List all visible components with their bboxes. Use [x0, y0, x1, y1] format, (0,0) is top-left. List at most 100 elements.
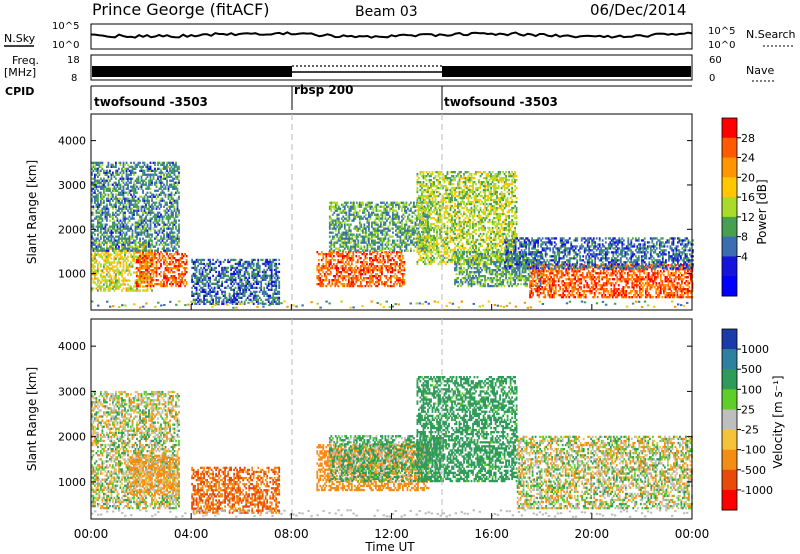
range-cell [142, 190, 144, 192]
range-cell [251, 285, 253, 287]
range-cell [144, 232, 146, 234]
range-cell [141, 218, 143, 220]
range-cell [121, 271, 123, 273]
range-cell [150, 166, 152, 168]
range-cell [374, 244, 376, 246]
range-cell [136, 279, 138, 281]
range-cell [100, 244, 102, 246]
range-cell [355, 265, 357, 267]
range-cell [348, 240, 350, 242]
range-cell [93, 232, 95, 234]
range-cell [141, 168, 143, 170]
range-cell [348, 236, 350, 238]
range-cell [172, 283, 174, 285]
range-cell [153, 269, 155, 271]
range-cell [96, 174, 98, 176]
range-cell [439, 173, 441, 175]
range-cell [245, 291, 247, 293]
range-cell [99, 180, 101, 182]
range-cell [253, 303, 255, 305]
range-cell [368, 242, 370, 244]
range-cell [325, 259, 327, 261]
range-cell [230, 287, 232, 289]
range-cell [97, 281, 99, 283]
range-cell [394, 246, 396, 248]
range-cell [321, 281, 323, 283]
range-cell [178, 220, 180, 222]
range-cell [406, 246, 408, 248]
range-cell [139, 255, 141, 257]
range-cell [365, 208, 367, 210]
range-cell [354, 283, 356, 285]
range-cell [106, 180, 108, 182]
range-cell [203, 259, 205, 261]
range-cell [117, 226, 119, 228]
range-cell [171, 196, 173, 198]
range-cell [160, 194, 162, 196]
range-cell [333, 212, 335, 214]
range-cell [196, 287, 198, 289]
range-cell [147, 287, 149, 289]
range-cell [439, 193, 441, 195]
range-cell [398, 220, 400, 222]
range-cell [371, 265, 373, 267]
range-cell [157, 196, 159, 198]
range-cell [271, 287, 273, 289]
range-cell [121, 234, 123, 236]
range-cell [94, 275, 96, 277]
range-cell [132, 263, 134, 265]
range-cell [433, 259, 435, 261]
range-cell [165, 186, 167, 188]
range-cell [438, 175, 440, 177]
range-cell [406, 222, 408, 224]
range-cell [129, 252, 131, 254]
range-cell [196, 289, 198, 291]
range-cell [377, 265, 379, 267]
range-cell [124, 271, 126, 273]
range-cell [109, 202, 111, 204]
range-cell [142, 273, 144, 275]
range-cell [97, 289, 99, 291]
range-cell [266, 287, 268, 289]
range-cell [123, 232, 125, 234]
range-cell [96, 248, 98, 250]
range-cell [356, 238, 358, 240]
range-cell [142, 238, 144, 240]
range-cell [135, 244, 137, 246]
range-cell [168, 222, 170, 224]
range-cell [191, 291, 193, 293]
range-cell [433, 257, 435, 259]
range-cell [160, 176, 162, 178]
range-cell [396, 263, 398, 265]
range-cell [117, 224, 119, 226]
range-cell [150, 176, 152, 178]
range-cell [165, 259, 167, 261]
range-cell [180, 265, 182, 267]
range-cell [357, 261, 359, 263]
range-cell [126, 208, 128, 210]
range-cell [157, 178, 159, 180]
range-cell [112, 287, 114, 289]
range-cell [100, 263, 102, 265]
range-cell [366, 261, 368, 263]
range-cell [265, 265, 267, 267]
range-cell [329, 236, 331, 238]
range-cell [199, 269, 201, 271]
range-cell [126, 261, 128, 263]
range-cell [108, 258, 110, 260]
range-cell [278, 287, 280, 289]
range-cell [108, 198, 110, 200]
range-cell [141, 210, 143, 212]
range-cell [227, 271, 229, 273]
range-cell [376, 250, 378, 252]
range-cell [348, 218, 350, 220]
range-cell [115, 246, 117, 248]
range-cell [436, 241, 438, 243]
range-cell [171, 202, 173, 204]
range-cell [374, 240, 376, 242]
range-cell [433, 211, 435, 213]
range-cell [147, 277, 149, 279]
range-cell [389, 222, 391, 224]
range-cell [427, 227, 429, 229]
range-cell [184, 273, 186, 275]
